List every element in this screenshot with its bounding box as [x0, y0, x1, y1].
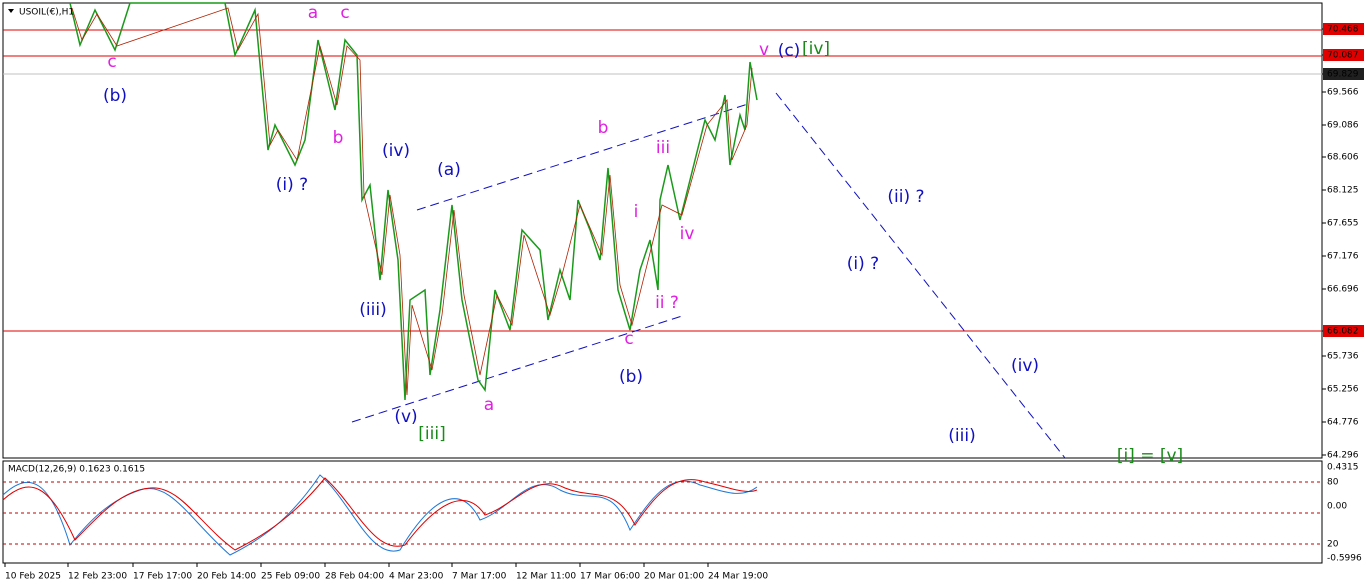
wave-label: (i) ?: [276, 175, 308, 195]
time-label: 7 Mar 17:00: [452, 572, 507, 582]
price-label: 68.125: [1327, 186, 1359, 196]
price-label: 66.696: [1327, 285, 1359, 295]
time-label: 20 Mar 01:00: [644, 572, 704, 582]
wave-label: (v): [394, 407, 417, 427]
time-label: 24 Mar 19:00: [708, 572, 768, 582]
wave-label: ii ?: [655, 293, 679, 313]
macd-axis-label: -0.5996: [1327, 554, 1362, 564]
price-tag: [1323, 68, 1364, 80]
macd-axis-label: 0.4315: [1327, 463, 1359, 473]
wave-label: [i] = [v]: [1117, 446, 1183, 466]
time-label: 10 Feb 2025: [5, 572, 61, 582]
wave-label: (iv): [1011, 356, 1039, 376]
wave-label: c: [340, 3, 349, 23]
signal-line: [2, 477, 758, 551]
wave-label: iv: [680, 224, 695, 244]
wave-label: b: [598, 118, 609, 138]
wave-label: (b): [103, 86, 127, 106]
macd-axis-label: 80: [1327, 478, 1339, 488]
time-label: 17 Mar 06:00: [580, 572, 640, 582]
trendline: [351, 315, 683, 423]
price-tag: [1323, 325, 1364, 337]
time-label: 20 Feb 14:00: [197, 572, 256, 582]
price-label: 68.606: [1327, 153, 1359, 163]
wave-label: c: [107, 52, 116, 72]
wave-label: c: [624, 329, 633, 349]
wave-label: iii: [656, 138, 670, 158]
time-label: 12 Mar 11:00: [516, 572, 576, 582]
projection-line: [775, 92, 1066, 459]
price-label: 66.082: [1327, 327, 1359, 337]
time-label: 25 Feb 09:00: [261, 572, 320, 582]
macd-label: MACD(12,26,9) 0.1623 0.1615: [8, 465, 145, 475]
wave-label: (iii): [359, 300, 386, 320]
main-panel: [2, 2, 1323, 459]
price-path-red: [71, 7, 753, 396]
macd-panel: [2, 460, 1323, 564]
price-label: 69.566: [1327, 88, 1359, 98]
wave-label: [iii]: [418, 424, 445, 444]
wave-label: (c): [778, 41, 801, 61]
wave-label: (iii): [948, 426, 975, 446]
wave-label: (iv): [382, 141, 410, 161]
wave-label: (i) ?: [847, 254, 879, 274]
wave-label: [iv]: [802, 39, 830, 59]
price-label: 65.256: [1327, 385, 1359, 395]
price-tag: [1323, 49, 1364, 61]
menu-arrow[interactable]: [8, 9, 14, 13]
price-label: 64.776: [1327, 418, 1359, 428]
wave-label: v: [759, 40, 769, 60]
time-label: 28 Feb 04:00: [325, 572, 384, 582]
time-label: 4 Mar 23:00: [389, 572, 444, 582]
price-label: 67.176: [1327, 252, 1359, 262]
trendline: [416, 103, 749, 211]
price-tag: [1323, 23, 1364, 35]
price-label: 70.468: [1327, 25, 1359, 35]
price-path: [69, 2, 758, 401]
price-label: 70.087: [1327, 51, 1359, 61]
price-label: 69.086: [1327, 121, 1359, 131]
macd-axis-label: 0.00: [1327, 502, 1347, 512]
price-label: 67.655: [1327, 219, 1359, 229]
wave-label: i: [634, 202, 639, 222]
wave-label: (b): [619, 367, 643, 387]
symbol-label: USOIL(€),H1: [19, 8, 74, 18]
time-label: 17 Feb 17:00: [133, 572, 192, 582]
price-label: 64.296: [1327, 451, 1359, 461]
wave-label: a: [484, 395, 494, 415]
wave-label: (ii) ?: [887, 187, 924, 207]
wave-label: a: [308, 3, 318, 23]
time-label: 12 Feb 23:00: [68, 572, 127, 582]
macd-axis-label: 20: [1327, 540, 1339, 550]
price-label: 69.829: [1327, 70, 1359, 80]
wave-label: (a): [437, 160, 461, 180]
wave-label: b: [333, 128, 344, 148]
price-label: 65.736: [1327, 352, 1359, 362]
